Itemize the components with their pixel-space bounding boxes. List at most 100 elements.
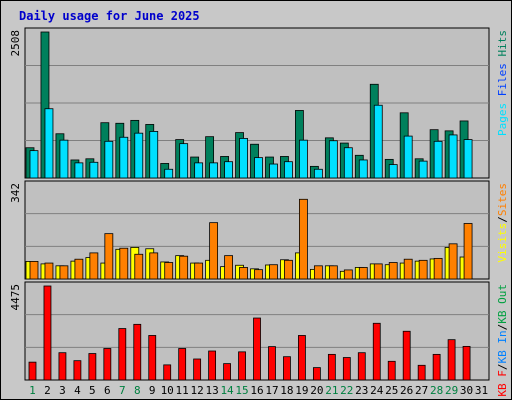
- hits-panel-bar-pages-day-1: [29, 150, 39, 179]
- x-tick-day-23: 23: [355, 384, 368, 397]
- visits-panel-bar-sites-day-4: [74, 258, 84, 280]
- x-tick-day-13: 13: [205, 384, 218, 397]
- kb-panel-bar-kb-f-day-15: [238, 351, 246, 381]
- visits-panel-bar-sites-day-24: [373, 263, 383, 280]
- kb-panel-bar-kb-f-day-9: [148, 335, 157, 381]
- hits-panel-bar-pages-day-22: [343, 147, 353, 179]
- kb-panel-bar-kb-f-day-7: [118, 328, 127, 381]
- visits-panel-bar-sites-day-30: [463, 223, 473, 280]
- visits-panel-bar-sites-day-6: [104, 233, 114, 280]
- legend-entry: /: [496, 364, 509, 371]
- visits-panel-bar-sites-day-17: [269, 264, 278, 280]
- x-tick-day-29: 29: [445, 384, 458, 397]
- hits-panel-bar-pages-day-26: [403, 135, 413, 179]
- visits-panel-bar-sites-day-19: [299, 198, 308, 280]
- kb-panel-bar-kb-f-day-10: [163, 364, 172, 381]
- kb-panel-bar-kb-f-day-3: [58, 352, 67, 381]
- legend-1: Pages Files Hits: [496, 30, 509, 136]
- x-tick-day-18: 18: [280, 384, 293, 397]
- legend-entry: /: [496, 324, 509, 331]
- visits-panel-bar-sites-day-8: [134, 253, 144, 280]
- kb-panel-bar-kb-f-day-16: [253, 317, 261, 381]
- kb-panel-bar-kb-f-day-8: [133, 323, 142, 381]
- visits-panel-bar-sites-day-5: [89, 252, 99, 280]
- x-tick-day-31: 31: [475, 384, 488, 397]
- max-value-label-2: 342: [9, 183, 22, 203]
- x-tick-day-27: 27: [415, 384, 428, 397]
- max-value-label-1: 2508: [9, 30, 22, 57]
- hits-panel-bar-pages-day-16: [254, 157, 263, 179]
- kb-panel-bar-kb-f-day-26: [402, 330, 411, 381]
- kb-panel-bar-kb-f-day-4: [73, 360, 82, 381]
- x-tick-day-9: 9: [149, 384, 156, 397]
- x-tick-day-24: 24: [370, 384, 384, 397]
- x-tick-day-2: 2: [44, 384, 51, 397]
- hits-panel-bar-pages-day-3: [59, 139, 69, 179]
- hits-panel-bar-pages-day-29: [448, 134, 458, 179]
- x-tick-day-10: 10: [161, 384, 174, 397]
- kb-panel-bar-kb-f-day-11: [178, 348, 187, 381]
- hits-panel-bar-pages-day-24: [373, 104, 383, 179]
- kb-panel-bar-kb-f-day-22: [342, 357, 351, 381]
- hits-panel-bar-pages-day-28: [433, 140, 443, 179]
- x-tick-day-4: 4: [74, 384, 81, 397]
- hits-panel-bar-pages-day-23: [358, 159, 368, 179]
- kb-panel-bar-kb-f-day-23: [357, 352, 366, 381]
- legend-entry: KB F: [496, 370, 509, 397]
- hits-panel-bar-pages-day-13: [209, 162, 219, 179]
- legend-entry: Files: [496, 63, 509, 103]
- kb-panel-bar-kb-f-day-13: [208, 350, 217, 381]
- x-tick-day-11: 11: [176, 384, 189, 397]
- visits-panel-bar-sites-day-3: [59, 265, 69, 280]
- kb-panel-bar-kb-f-day-24: [372, 322, 381, 381]
- legend-entry: Hits: [496, 30, 509, 63]
- x-tick-day-19: 19: [295, 384, 308, 397]
- x-tick-day-22: 22: [340, 384, 353, 397]
- x-tick-day-14: 14: [220, 384, 234, 397]
- hits-panel-bar-pages-day-2: [44, 108, 54, 179]
- kb-panel-bar-kb-f-day-6: [103, 348, 112, 381]
- hits-panel-bar-pages-day-18: [284, 161, 293, 179]
- visits-panel-bar-sites-day-14: [224, 255, 233, 280]
- visits-panel-bar-sites-day-10: [164, 262, 174, 280]
- legend-entry: /: [496, 216, 509, 223]
- x-tick-day-15: 15: [235, 384, 248, 397]
- legend-entry: Pages: [496, 103, 509, 136]
- max-value-label-3: 4475: [9, 284, 22, 311]
- visits-panel-bar-sites-day-29: [448, 243, 458, 280]
- visits-panel-bar-sites-day-1: [29, 261, 39, 280]
- hits-panel-bar-pages-day-11: [179, 143, 189, 179]
- x-tick-day-8: 8: [134, 384, 141, 397]
- x-tick-day-16: 16: [250, 384, 263, 397]
- kb-panel-bar-kb-f-day-2: [43, 285, 52, 381]
- hits-panel-bar-pages-day-9: [149, 131, 159, 179]
- visits-panel-bar-sites-day-16: [254, 269, 263, 280]
- visits-panel-bar-sites-day-7: [119, 247, 129, 280]
- visits-panel-bar-sites-day-21: [328, 265, 338, 280]
- x-tick-day-5: 5: [89, 384, 96, 397]
- visits-panel-bar-sites-day-12: [194, 262, 204, 280]
- x-tick-day-25: 25: [385, 384, 398, 397]
- kb-panel-bar-kb-f-day-27: [417, 364, 426, 381]
- visits-panel-bar-sites-day-18: [284, 259, 293, 280]
- hits-panel-bar-pages-day-8: [134, 132, 144, 179]
- kb-panel-bar-kb-f-day-30: [462, 345, 471, 381]
- hits-panel-bar-pages-day-6: [104, 140, 114, 179]
- kb-panel-bar-kb-f-day-17: [268, 346, 276, 381]
- visits-panel-bar-sites-day-2: [44, 262, 54, 280]
- legend-3: KB F/KB In/KB Out: [496, 284, 509, 397]
- visits-panel-bar-sites-day-20: [313, 265, 323, 280]
- visits-panel-bar-sites-day-27: [418, 259, 428, 280]
- hits-panel-bar-pages-day-15: [239, 138, 248, 179]
- hits-panel-bar-pages-day-21: [328, 140, 338, 179]
- kb-panel-bar-kb-f-day-28: [432, 353, 441, 381]
- visits-panel-bar-sites-day-15: [239, 267, 248, 280]
- visits-panel-bar-sites-day-23: [358, 267, 368, 280]
- kb-panel-bar-kb-f-day-14: [223, 363, 231, 381]
- x-tick-day-20: 20: [310, 384, 323, 397]
- kb-panel-bar-kb-f-day-18: [283, 356, 291, 381]
- visits-panel-bar-sites-day-22: [343, 269, 353, 280]
- hits-panel-bar-pages-day-25: [388, 164, 398, 179]
- kb-panel-bar-kb-f-day-5: [88, 353, 97, 381]
- hits-panel-bar-pages-day-4: [74, 162, 84, 179]
